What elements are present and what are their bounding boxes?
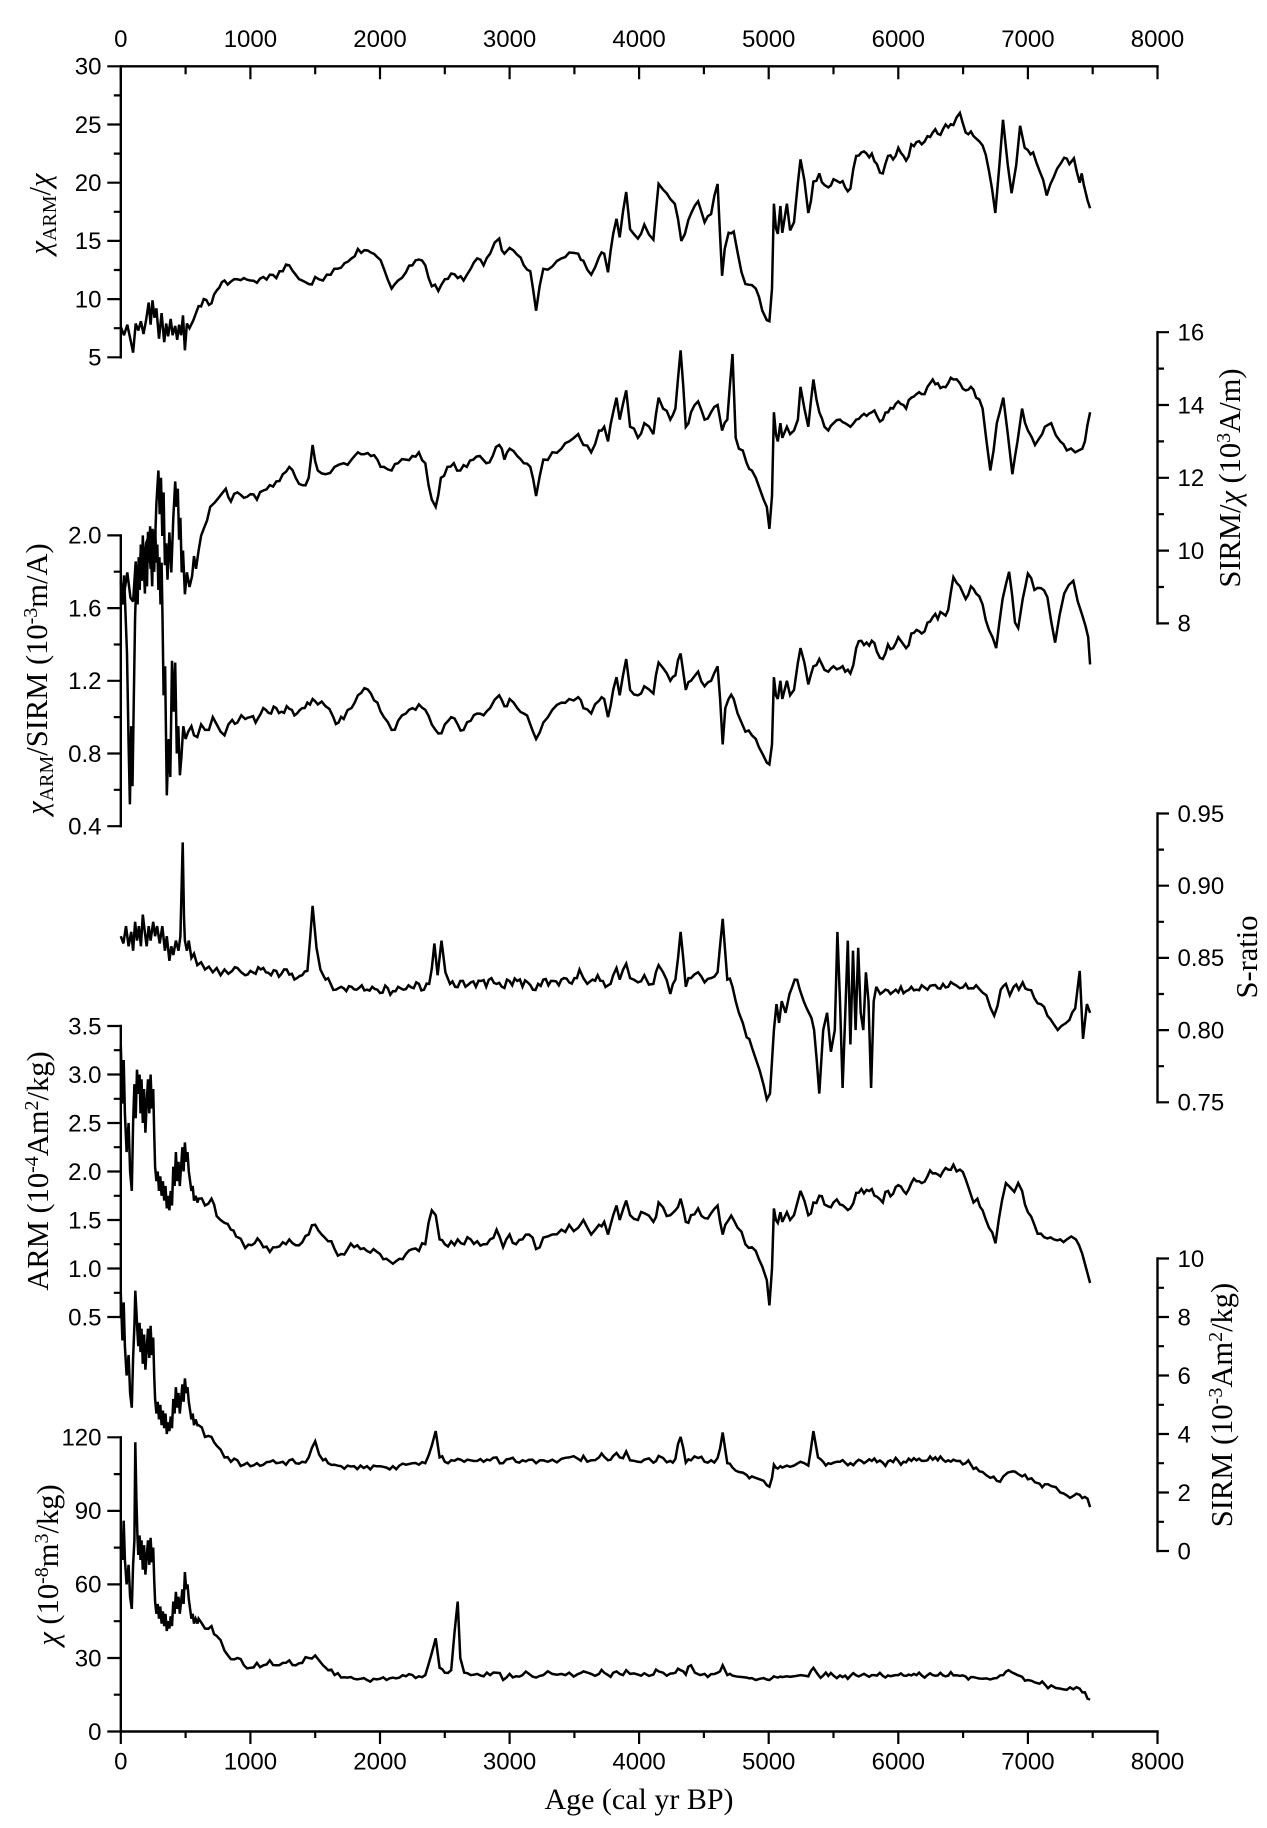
svg-text:3000: 3000 (483, 1749, 536, 1776)
svg-text:2: 2 (1178, 1480, 1191, 1507)
svg-text:8: 8 (1178, 611, 1191, 638)
svg-text:1.2: 1.2 (68, 668, 101, 695)
svg-text:Age (cal yr BP): Age (cal yr BP) (544, 1783, 733, 1816)
svg-text:12: 12 (1178, 465, 1205, 492)
svg-text:1.0: 1.0 (68, 1256, 101, 1283)
svg-text:S-ratio: S-ratio (1230, 915, 1264, 998)
svg-text:10: 10 (1178, 1246, 1205, 1273)
svg-text:7000: 7000 (1001, 26, 1054, 53)
svg-text:15: 15 (75, 228, 102, 255)
svg-text:120: 120 (61, 1425, 101, 1452)
svg-text:0: 0 (88, 1719, 101, 1746)
svg-text:0: 0 (1178, 1538, 1191, 1565)
svg-text:5: 5 (88, 345, 101, 372)
svg-text:8000: 8000 (1131, 1749, 1184, 1776)
svg-text:0.80: 0.80 (1178, 1017, 1225, 1044)
svg-text:0.8: 0.8 (68, 741, 101, 768)
svg-text:10: 10 (75, 286, 102, 313)
svg-text:4000: 4000 (612, 26, 665, 53)
svg-text:10: 10 (1178, 538, 1205, 565)
svg-text:2.5: 2.5 (68, 1110, 101, 1137)
svg-text:0.75: 0.75 (1178, 1090, 1225, 1117)
svg-text:χARM​/χ: χARM​/χ (23, 172, 61, 257)
svg-text:5000: 5000 (742, 26, 795, 53)
svg-text:30: 30 (75, 54, 102, 81)
svg-text:3000: 3000 (483, 26, 536, 53)
svg-text:3.0: 3.0 (68, 1062, 101, 1089)
svg-text:14: 14 (1178, 392, 1205, 419)
svg-text:1.6: 1.6 (68, 595, 101, 622)
svg-text:16: 16 (1178, 320, 1205, 347)
svg-text:SIRM (10-3​Am2​/kg): SIRM (10-3​Am2​/kg) (1205, 1283, 1239, 1527)
svg-text:4000: 4000 (612, 1749, 665, 1776)
svg-text:8000: 8000 (1131, 26, 1184, 53)
svg-text:1.5: 1.5 (68, 1207, 101, 1234)
svg-text:0.85: 0.85 (1178, 945, 1225, 972)
svg-text:6: 6 (1178, 1363, 1191, 1390)
svg-text:SIRM/χ (103​A/m): SIRM/χ (103​A/m) (1213, 368, 1247, 587)
svg-text:4: 4 (1178, 1421, 1191, 1448)
svg-text:χ (10-8​m3​/kg): χ (10-8​m3​/kg) (31, 1484, 65, 1648)
svg-text:6000: 6000 (872, 1749, 925, 1776)
svg-text:2000: 2000 (353, 26, 406, 53)
svg-text:0: 0 (114, 26, 127, 53)
svg-text:5000: 5000 (742, 1749, 795, 1776)
svg-text:0: 0 (114, 1749, 127, 1776)
svg-text:25: 25 (75, 112, 102, 139)
svg-text:2.0: 2.0 (68, 523, 101, 550)
svg-text:0.5: 0.5 (68, 1304, 101, 1331)
svg-text:1000: 1000 (224, 1749, 277, 1776)
svg-text:7000: 7000 (1001, 1749, 1054, 1776)
svg-text:3.5: 3.5 (68, 1013, 101, 1040)
svg-text:2.0: 2.0 (68, 1159, 101, 1186)
svg-text:0.90: 0.90 (1178, 873, 1225, 900)
svg-text:30: 30 (75, 1645, 102, 1672)
svg-text:2000: 2000 (353, 1749, 406, 1776)
svg-text:6000: 6000 (872, 26, 925, 53)
svg-text:90: 90 (75, 1498, 102, 1525)
svg-text:1000: 1000 (224, 26, 277, 53)
svg-text:0.4: 0.4 (68, 814, 101, 841)
svg-text:0.95: 0.95 (1178, 801, 1225, 828)
svg-text:20: 20 (75, 170, 102, 197)
svg-text:8: 8 (1178, 1304, 1191, 1331)
svg-text:60: 60 (75, 1572, 102, 1599)
